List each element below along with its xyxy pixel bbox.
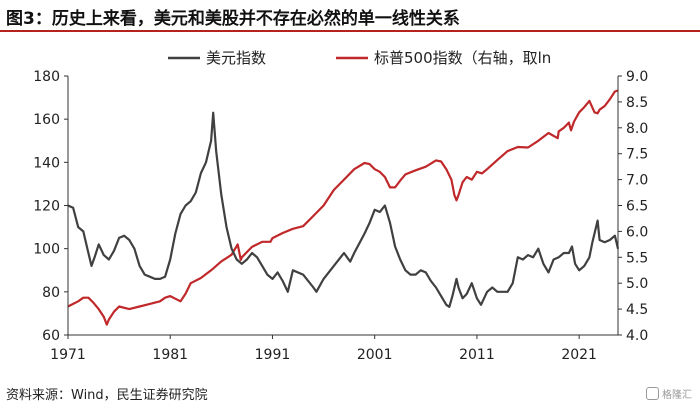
- y-right-tick-label: 7.5: [626, 147, 648, 163]
- y-right-tick-label: 8.5: [626, 95, 648, 111]
- chart-header: 图3：历史上来看，美元和美股并不存在必然的单一线性关系: [0, 0, 700, 32]
- y-left-tick-label: 100: [33, 242, 60, 258]
- legend-label-sp500: 标普500指数（右轴，取ln: [374, 49, 551, 67]
- x-tick-label: 2011: [459, 347, 495, 363]
- legend-label-usd-index: 美元指数: [206, 49, 266, 67]
- y-right-tick-label: 4.5: [626, 302, 648, 318]
- line-chart: 美元指数 标普500指数（右轴，取ln 60 80 100 120 140 160 180 4.…: [33, 49, 648, 363]
- y-left-tick-label: 180: [33, 69, 60, 85]
- y-right-tick-label: 8.0: [626, 121, 648, 137]
- y-right-tick-label: 6.0: [626, 224, 648, 240]
- source-note: 资料来源：Wind，民生证券研究院: [6, 388, 208, 403]
- series-line-usd-index: [67, 111, 620, 308]
- y-left-tick-label: 80: [42, 285, 60, 301]
- y-right-tick-label: 5.0: [626, 276, 648, 292]
- y-right-tick-label: 6.5: [626, 199, 648, 215]
- y-left-tick-label: 120: [33, 199, 60, 215]
- chart-title: 图3：历史上来看，美元和美股并不存在必然的单一线性关系: [6, 9, 460, 29]
- watermark-logo-icon: [646, 387, 659, 400]
- x-tick-label: 1971: [50, 347, 86, 363]
- watermark: 格隆汇: [646, 386, 692, 401]
- y-left-tick-label: 160: [33, 112, 60, 128]
- series-line-sp500: [67, 89, 619, 326]
- y-right-tick-label: 7.0: [626, 173, 648, 189]
- y-left-tick-label: 140: [33, 155, 60, 171]
- chart-legend: 美元指数 标普500指数（右轴，取ln: [168, 49, 551, 67]
- x-tick-label: 1991: [255, 347, 291, 363]
- y-left-tick-label: 60: [42, 328, 60, 344]
- x-tick-label: 2001: [357, 347, 393, 363]
- y-right-tick-label: 4.0: [626, 328, 648, 344]
- watermark-text: 格隆汇: [662, 390, 692, 401]
- x-tick-label: 1981: [152, 347, 188, 363]
- y-right-tick-label: 9.0: [626, 69, 648, 85]
- y-right-tick-label: 5.5: [626, 250, 648, 266]
- x-tick-label: 2021: [561, 347, 597, 363]
